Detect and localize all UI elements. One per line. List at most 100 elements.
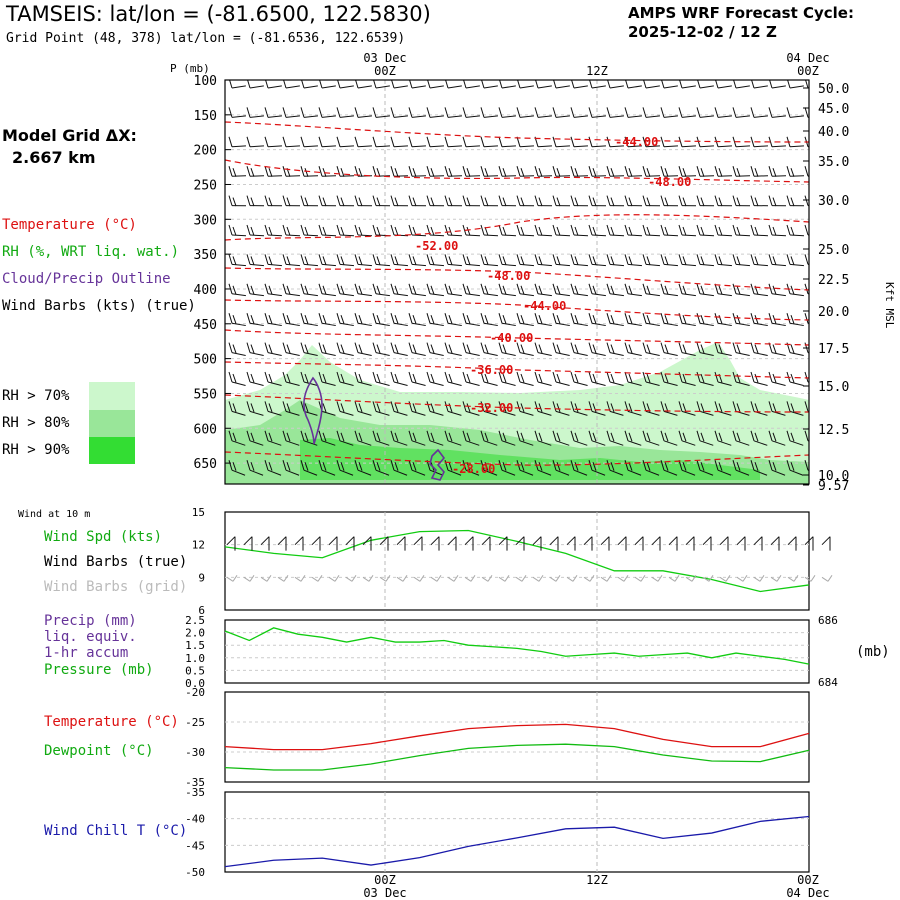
wind-barb-flag — [448, 285, 453, 295]
wind-barb-flag — [660, 136, 665, 147]
wind-barb-flag — [714, 224, 719, 236]
wind-barb-flag — [804, 430, 809, 441]
wind-barb-shaft — [681, 293, 696, 297]
wind-speed-line — [224, 529, 810, 593]
surface-wind-barb — [260, 536, 270, 546]
kft-tick-label: 17.5 — [818, 342, 849, 357]
wind-barb-flag — [700, 403, 705, 413]
wind-barb-flag — [646, 315, 651, 324]
wind-barb-flag — [588, 224, 593, 236]
wind-barb-flag — [664, 315, 669, 324]
wind-barb-flag — [570, 254, 575, 265]
wind-barb-flag — [246, 460, 251, 471]
wind-barb-shaft — [447, 410, 462, 416]
wind-barb-shaft — [393, 293, 408, 297]
wind-barb-flag — [606, 342, 611, 353]
wind-barb-flag — [700, 315, 705, 324]
wind-barb-flag — [768, 136, 773, 147]
wind-barb-flag — [750, 460, 755, 471]
wind-barb-shaft — [375, 293, 390, 297]
wind-barb-flag — [448, 403, 453, 413]
wind-barb-flag — [682, 373, 687, 383]
wind-barb-flag — [480, 195, 485, 206]
wind-barb-shaft — [465, 115, 480, 118]
grid-wind-barb — [634, 576, 642, 582]
wind-barb-flag — [426, 254, 431, 265]
wind-barb-flag — [228, 401, 233, 412]
wind-barb-flag — [232, 197, 237, 207]
wind-barb-shaft — [375, 322, 390, 327]
wind-barb-flag — [376, 432, 381, 442]
wind-barb-flag — [300, 460, 305, 471]
grid-wind-barb — [742, 575, 748, 582]
wind-barb-shaft — [609, 234, 625, 237]
wind-barb-flag — [552, 401, 557, 412]
wind-barb-flag — [318, 107, 323, 118]
wind-barb-shaft — [681, 352, 696, 357]
wind-barb-flag — [408, 401, 413, 412]
wind-barb-flag — [304, 197, 309, 207]
wind-barb-flag — [480, 371, 485, 383]
wind-barb-shaft — [681, 263, 696, 267]
wind-barb-flag — [448, 197, 453, 207]
wind-barb-flag — [250, 403, 255, 413]
wind-barb-flag — [268, 197, 273, 207]
wind-barb-flag — [340, 403, 345, 413]
wind-barb-flag — [354, 195, 359, 206]
wind-barb-shaft — [807, 263, 809, 265]
wind-barb-flag — [646, 168, 651, 177]
surface-wind-barb — [413, 536, 423, 546]
wind-barb-shaft — [267, 469, 282, 476]
wind-barb-flag — [358, 373, 363, 383]
wind-barb-flag — [664, 197, 669, 207]
wind-barb-shaft — [411, 469, 426, 476]
wind-barb-flag — [286, 373, 291, 383]
temperature-contour-label: -52.00 — [415, 239, 458, 253]
wind-barb-shaft — [537, 410, 552, 416]
wind-barb-flag — [430, 197, 435, 207]
wind-barb-flag — [610, 373, 615, 383]
wind-barb-flag — [574, 344, 579, 354]
cloud-outline-2 — [429, 448, 446, 481]
wind-barb-shaft — [591, 440, 606, 446]
wind-barb-flag — [538, 285, 543, 295]
wind-barb-flag — [516, 224, 521, 236]
wind-barb-flag — [412, 256, 417, 266]
wind-barb-shaft — [393, 381, 408, 386]
wind-barb-flag — [696, 430, 701, 441]
wind-barb-flag — [520, 256, 525, 266]
wind-barb-flag — [679, 80, 683, 89]
wind-barb-flag — [678, 342, 683, 353]
wind-barb-flag — [480, 254, 485, 265]
wind-barb-shaft — [501, 263, 516, 267]
wind-barb-flag — [336, 166, 341, 177]
wind-barb-flag — [232, 403, 237, 413]
wind-barb-shaft — [753, 381, 768, 386]
grid-wind-barb — [447, 576, 455, 582]
wind-barb-flag — [354, 136, 359, 147]
wind-chill-label: Wind Chill T (°C) — [44, 823, 188, 839]
wind-barb-flag — [556, 315, 561, 324]
wind-barb-shaft — [285, 352, 300, 357]
wind-barb-shaft — [555, 293, 570, 297]
wind-barb-shaft — [321, 145, 337, 148]
wind-barb-shaft — [807, 234, 809, 236]
wind-barb-shaft — [393, 115, 408, 118]
wind-barb-flag — [772, 462, 777, 471]
wind-barb-shaft — [537, 322, 552, 327]
temperature-contour-label: -48.00 — [648, 175, 691, 189]
wind-barb-shaft — [429, 440, 444, 446]
wind-barb-flag — [790, 226, 795, 236]
wind-barb-shaft — [681, 85, 696, 89]
wind-barb-flag — [732, 283, 737, 294]
wind-barb-flag — [228, 313, 233, 324]
wind-barb-flag — [228, 136, 233, 147]
wind-barb-flag — [484, 168, 489, 177]
wind-barb-flag — [624, 283, 629, 294]
temperature-contour — [225, 159, 809, 183]
wind-barb-shaft — [519, 234, 535, 237]
wind-barb-flag — [714, 430, 719, 441]
wind-barb-shaft — [735, 381, 750, 386]
wind-barb-flag — [718, 285, 723, 295]
wind-barb-shaft — [267, 85, 282, 89]
